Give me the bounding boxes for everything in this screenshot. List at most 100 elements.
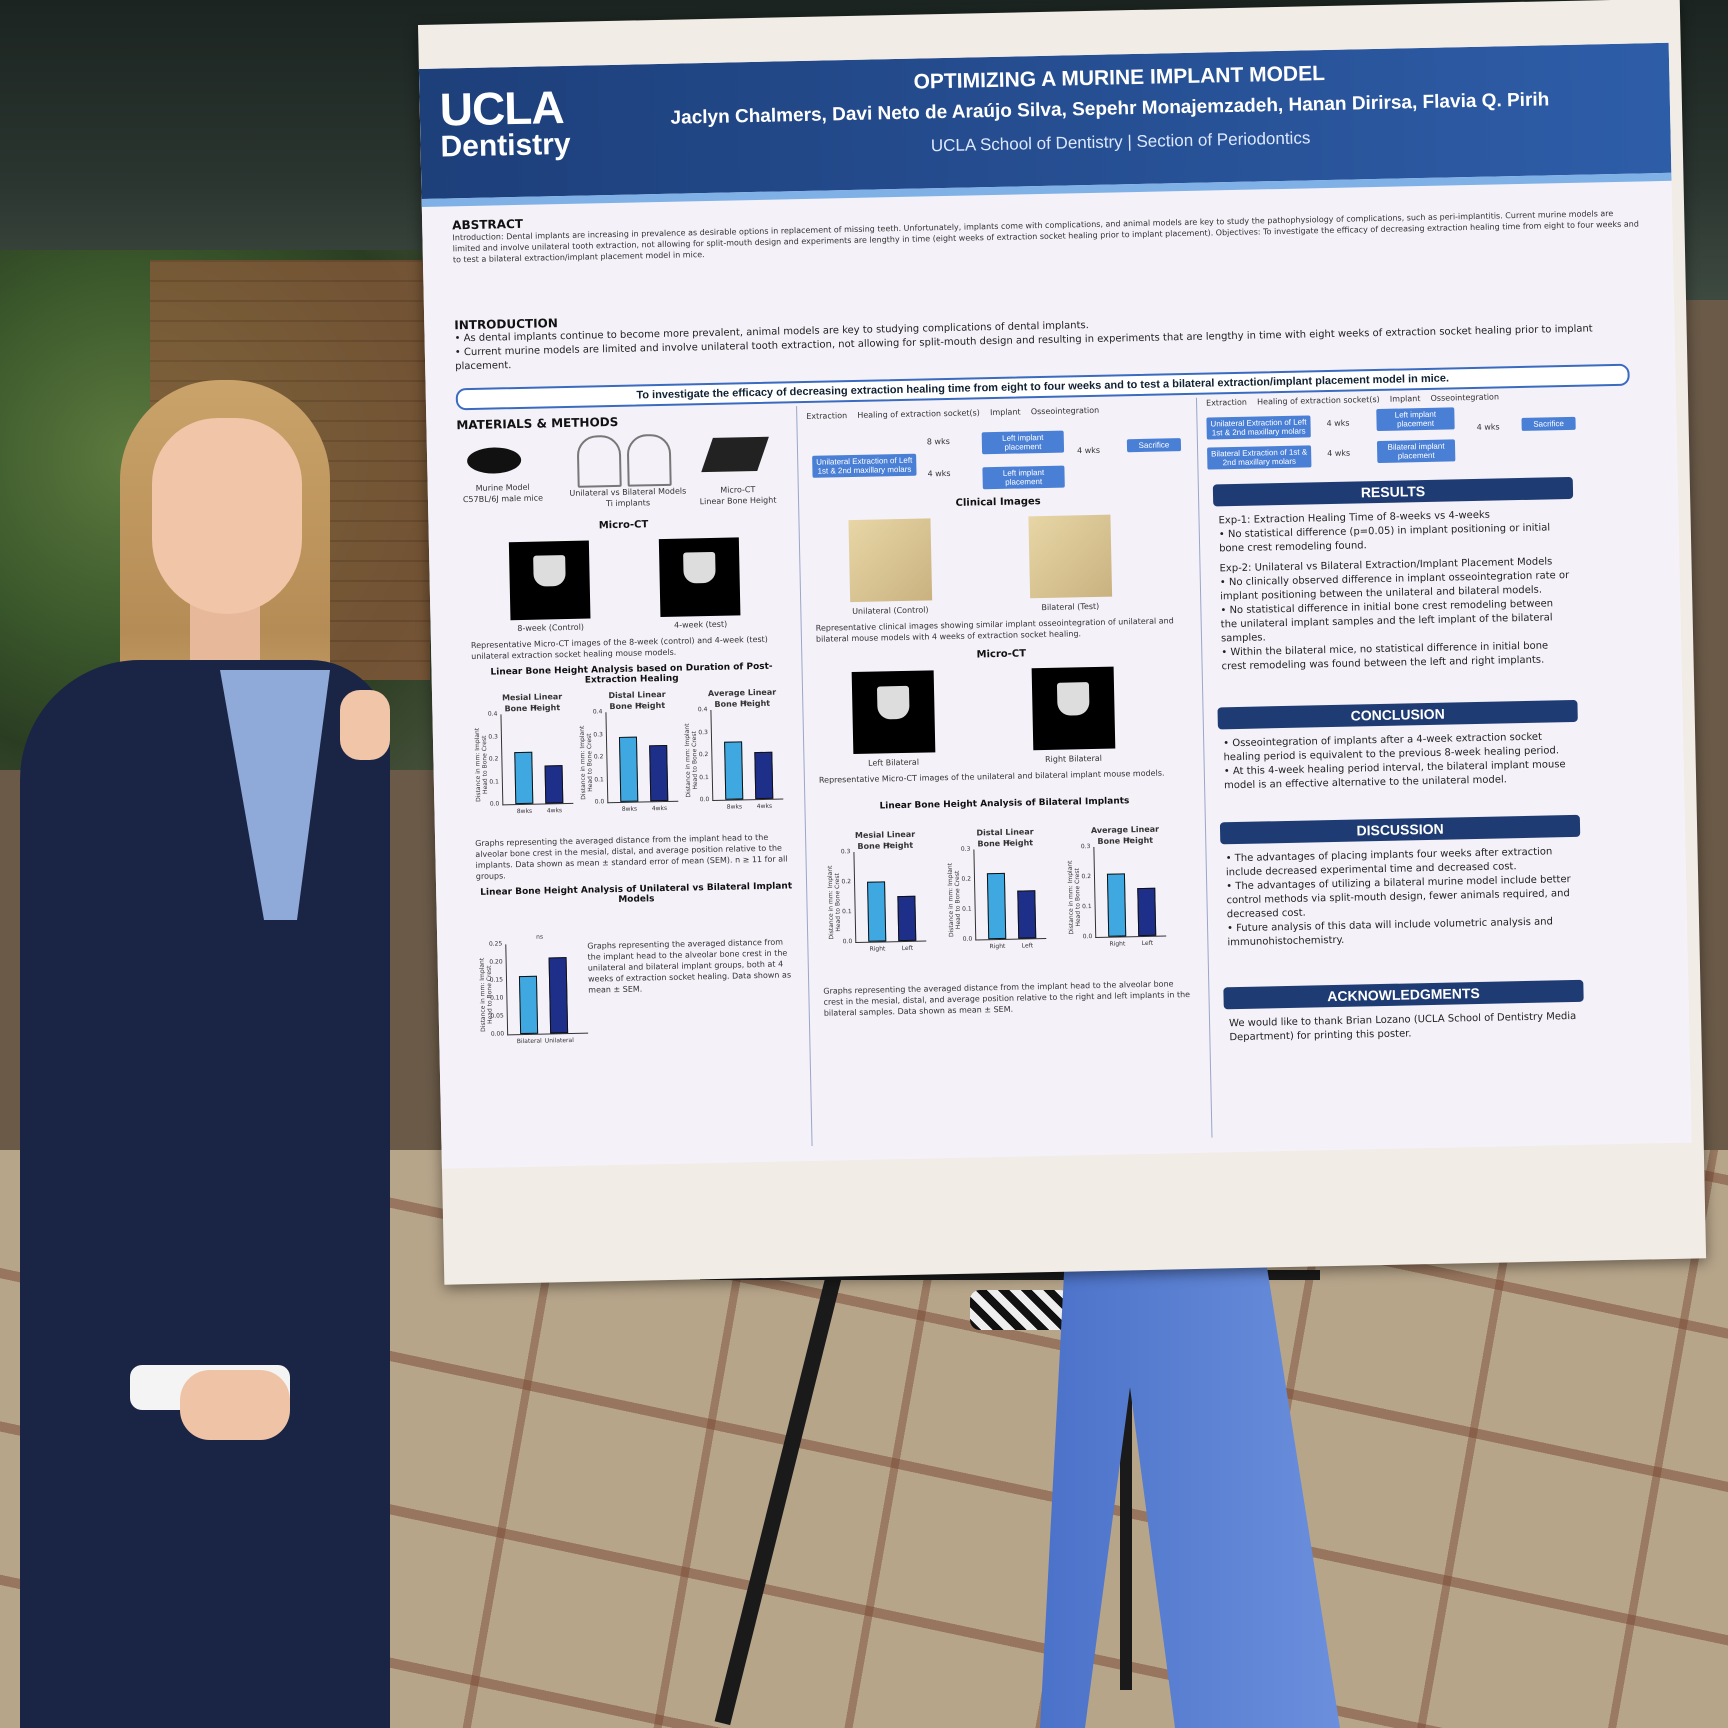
- discussion-bullet: • Future analysis of this data will incl…: [1226, 916, 1553, 949]
- conclusion-body: • Osseointegration of implants after a 4…: [1223, 730, 1574, 793]
- microct2-label: Left Bilateral: [868, 757, 920, 768]
- x-tick-label: Left: [1141, 939, 1154, 948]
- results-body: Exp-1: Extraction Healing Time of 8-week…: [1218, 507, 1571, 674]
- microct-label: 8-week (Control): [517, 622, 585, 634]
- microct-image: [658, 537, 741, 618]
- x-tick-label: Left: [901, 944, 914, 953]
- flow-osseo-weeks: 4 wks: [1476, 422, 1500, 432]
- tooth-model-icon: [576, 434, 622, 488]
- ns-label: ns: [536, 933, 544, 941]
- chart-plot-area: 0.0 0.1 0.2 0.3 Right Left ns: [1081, 836, 1167, 948]
- flow-header-left: Extraction Healing of extraction socket(…: [806, 403, 1186, 422]
- methods-item: Unilateral vs Bilateral Models Ti implant…: [558, 485, 698, 510]
- chart-plot-area: 0.0 0.1 0.2 0.3 0.4 8wks 4wks ns: [698, 699, 784, 811]
- y-tick-label: 0.1: [842, 908, 852, 916]
- bar-chart: Distal Linear Bone Height Distance in mm:…: [945, 826, 1068, 968]
- clinical-image: [848, 518, 933, 603]
- mouse-icon: [466, 446, 522, 475]
- flow-sacrifice-box: Sacrifice: [1521, 416, 1576, 431]
- tooth-model-icon: [626, 433, 672, 487]
- chart-plot-area: 0.0 0.1 0.2 0.3 Right Left ns: [841, 841, 927, 953]
- y-tick-label: 0.0: [699, 796, 710, 804]
- flow-label: Implant: [1389, 394, 1421, 404]
- bar: [649, 744, 669, 802]
- clinical-caption: Representative clinical images showing s…: [815, 616, 1174, 644]
- y-tick-label: 0.3: [593, 730, 603, 738]
- clinical-image: [1028, 514, 1113, 599]
- y-tick-label: 0.4: [487, 710, 498, 718]
- y-tick-label: 0.05: [490, 1012, 504, 1020]
- methods-sublabel: C57BL/6J male mice: [462, 493, 544, 505]
- microct2-heading: Micro-CT: [976, 648, 1027, 661]
- conclusion-bullet: • At this 4-week healing period interval…: [1223, 759, 1566, 792]
- bar-chart: Average Linear Bone Height Distance in mm…: [1065, 823, 1188, 965]
- ns-label: ns: [1004, 838, 1012, 846]
- flow-label: Osseointegration: [1030, 405, 1100, 417]
- flow-label: Healing of extraction socket(s): [857, 408, 980, 420]
- methods-sublabel: Linear Bone Height: [699, 495, 777, 507]
- person-hand: [180, 1370, 290, 1440]
- bar: [897, 895, 917, 942]
- lbh-caption: Graphs representing the averaged distanc…: [475, 832, 788, 881]
- logo-line1: UCLA: [439, 80, 565, 136]
- chart-y-label: Distance in mm: Implant Head to Bone Cre…: [1066, 860, 1083, 935]
- methods-sublabel: Ti implants: [605, 498, 651, 509]
- discussion-bullet-text: The advantages of utilizing a bilateral …: [1226, 874, 1571, 921]
- chart-y-label: Distance in mm: Implant Head to Bone Cre…: [946, 862, 963, 938]
- poster-header: UCLA Dentistry OPTIMIZING A MURINE IMPLA…: [418, 42, 1672, 207]
- column-divider: [1195, 397, 1213, 1138]
- flow-implant-box: Bilateral implant placement: [1376, 439, 1456, 464]
- y-tick-label: 0.4: [697, 706, 708, 714]
- chart-y-label: Distance in mm: Implant Head to Bone Cre…: [826, 865, 843, 940]
- y-tick-label: 0.00: [490, 1030, 505, 1038]
- x-tick-label: 4wks: [651, 804, 668, 813]
- flow-extraction-box: Unilateral Extraction of Left 1st & 2nd …: [1206, 415, 1311, 440]
- clinical-label: Bilateral (Test): [1041, 601, 1100, 613]
- bar: [514, 752, 534, 805]
- ucla-dentistry-logo: UCLA Dentistry: [439, 80, 571, 164]
- y-tick-label: 0.0: [962, 935, 973, 943]
- flow-osseo-weeks: 4 wks: [1076, 445, 1101, 456]
- results-bullet-text: No statistical difference in initial bon…: [1220, 598, 1554, 645]
- microct-caption: Representative Micro-CT images of the 8-…: [470, 634, 768, 662]
- ns-label: ns: [741, 699, 749, 707]
- ns-label: ns: [636, 701, 644, 709]
- uvb-heading: Linear Bone Height Analysis of Unilatera…: [480, 881, 793, 905]
- methods-label: Murine Model: [475, 482, 530, 493]
- flow-weeks: 4 wks: [927, 468, 951, 479]
- uvb-caption: Graphs representing the averaged distanc…: [587, 937, 792, 995]
- discussion-bullet-text: Future analysis of this data will includ…: [1227, 916, 1553, 949]
- microct-image: [851, 670, 936, 755]
- bar: [548, 957, 569, 1034]
- chart-plot-area: 0.0 0.1 0.2 0.3 0.4 8wks 4wks ns: [488, 704, 574, 815]
- introduction-section: INTRODUCTION • As dental implants contin…: [454, 293, 1645, 374]
- y-tick-label: 0.2: [593, 753, 604, 761]
- y-tick-label: 0.1: [1081, 903, 1092, 911]
- y-tick-label: 0.3: [840, 848, 851, 856]
- methods-item: Micro-CT Linear Bone Height: [688, 483, 788, 507]
- flow-sacrifice-box: Sacrifice: [1126, 438, 1182, 453]
- y-tick-label: 0.0: [489, 800, 500, 808]
- flow-label: Extraction: [806, 411, 848, 421]
- acknowledgments-heading: ACKNOWLEDGMENTS: [1223, 979, 1584, 1010]
- bil-heading: Linear Bone Height Analysis of Bilateral…: [879, 796, 1130, 812]
- results-heading: RESULTS: [1212, 476, 1574, 507]
- flow-weeks: 8 wks: [926, 436, 950, 447]
- conclusion-bullet-text: At this 4-week healing period interval, …: [1223, 759, 1566, 792]
- flow-implant-box: Left implant placement: [1376, 407, 1455, 432]
- y-tick-label: 0.2: [1081, 873, 1092, 881]
- y-tick-label: 0.0: [594, 798, 605, 806]
- microct-heading: Micro-CT: [598, 519, 649, 532]
- bar-chart: Average Linear Bone Height Distance in mm…: [682, 686, 805, 828]
- bar: [1106, 873, 1127, 937]
- clinical-heading: Clinical Images: [955, 496, 1041, 509]
- bil-caption: Graphs representing the averaged distanc…: [823, 979, 1191, 1018]
- bar: [544, 764, 564, 804]
- y-tick-label: 0.3: [1080, 843, 1091, 851]
- flow-weeks: 4 wks: [1326, 418, 1350, 429]
- microct2-caption: Representative Micro-CT images of the un…: [818, 768, 1165, 785]
- discussion-heading: DISCUSSION: [1219, 814, 1581, 845]
- microct-label: 4-week (test): [673, 619, 728, 630]
- clinical-label: Unilateral (Control): [852, 605, 929, 617]
- ns-label: ns: [531, 703, 539, 711]
